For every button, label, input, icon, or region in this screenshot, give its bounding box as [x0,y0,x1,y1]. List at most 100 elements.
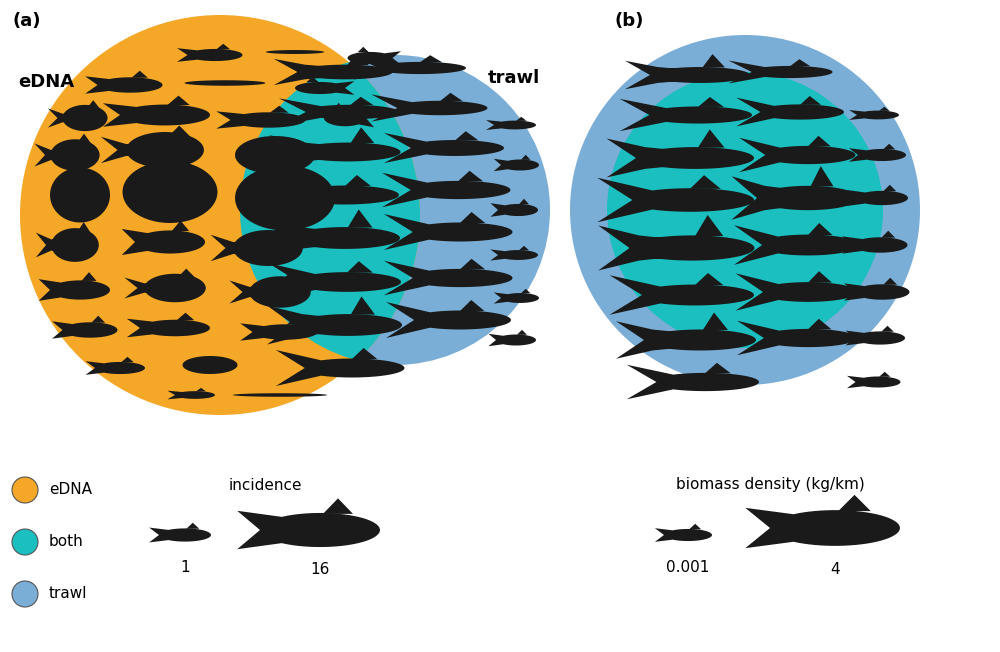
Polygon shape [86,100,100,109]
Polygon shape [521,155,530,160]
Text: (b): (b) [615,12,644,30]
Polygon shape [625,61,750,89]
Polygon shape [490,203,538,217]
Polygon shape [849,110,899,120]
Polygon shape [177,269,196,278]
Text: incidence: incidence [228,477,302,492]
Text: trawl: trawl [49,587,88,602]
Polygon shape [736,98,844,126]
Polygon shape [486,120,536,130]
Polygon shape [196,388,206,391]
Polygon shape [295,82,354,95]
Polygon shape [269,135,400,169]
Polygon shape [382,173,510,207]
Polygon shape [122,229,205,255]
Polygon shape [267,306,402,344]
Polygon shape [698,129,724,147]
Text: both: both [49,535,84,550]
Polygon shape [808,223,832,235]
Polygon shape [440,93,463,101]
Circle shape [12,581,38,607]
Polygon shape [519,199,529,204]
Polygon shape [267,177,399,213]
Polygon shape [270,224,291,235]
Polygon shape [488,334,536,346]
Polygon shape [50,168,110,222]
Polygon shape [274,59,392,85]
Polygon shape [186,523,199,529]
Polygon shape [846,331,905,346]
Polygon shape [847,376,900,388]
Polygon shape [695,215,723,236]
Polygon shape [883,185,896,191]
Polygon shape [808,271,832,282]
Polygon shape [460,212,485,223]
Text: 1: 1 [180,561,190,576]
Polygon shape [458,171,483,181]
Polygon shape [76,222,91,233]
Text: 4: 4 [830,563,840,578]
Polygon shape [879,372,890,377]
Polygon shape [655,528,712,542]
Polygon shape [883,144,895,149]
Text: biomass density (kg/km): biomass density (kg/km) [676,477,864,492]
Polygon shape [229,276,311,308]
Polygon shape [347,261,373,273]
Polygon shape [266,50,324,54]
Polygon shape [351,127,374,143]
Polygon shape [270,106,289,113]
Text: 0.001: 0.001 [666,561,710,576]
Polygon shape [262,218,400,258]
Polygon shape [287,318,303,325]
Polygon shape [121,357,134,363]
Polygon shape [811,166,834,186]
Polygon shape [745,508,900,548]
Polygon shape [233,393,327,397]
Polygon shape [849,148,906,162]
Polygon shape [91,316,105,323]
Polygon shape [702,54,725,67]
Polygon shape [279,98,399,126]
Polygon shape [881,231,895,238]
Circle shape [12,529,38,555]
Polygon shape [881,326,894,332]
Polygon shape [883,278,897,285]
Polygon shape [844,284,909,301]
Polygon shape [609,275,754,315]
Polygon shape [211,230,303,266]
Polygon shape [846,190,908,206]
Polygon shape [333,103,344,110]
Polygon shape [808,319,832,329]
Polygon shape [808,136,831,146]
Circle shape [20,15,420,415]
Polygon shape [734,225,859,265]
Polygon shape [282,271,301,281]
Polygon shape [350,96,374,105]
Circle shape [12,477,38,503]
Polygon shape [103,103,210,126]
Polygon shape [345,175,371,186]
Polygon shape [358,47,369,52]
Circle shape [240,55,550,365]
Polygon shape [101,132,204,168]
Polygon shape [705,363,731,374]
Polygon shape [124,274,206,303]
Polygon shape [76,134,92,144]
Polygon shape [306,77,319,82]
Polygon shape [276,350,404,386]
Polygon shape [689,524,701,529]
Polygon shape [240,323,317,341]
Polygon shape [324,109,374,127]
Polygon shape [167,391,215,399]
Polygon shape [597,178,754,222]
Polygon shape [460,259,485,269]
Polygon shape [736,273,858,311]
Polygon shape [177,48,242,62]
Polygon shape [790,59,810,67]
Polygon shape [728,61,832,83]
Polygon shape [800,96,821,105]
Polygon shape [460,300,484,311]
Text: trawl: trawl [488,69,540,87]
Polygon shape [384,261,512,295]
Polygon shape [48,105,108,131]
